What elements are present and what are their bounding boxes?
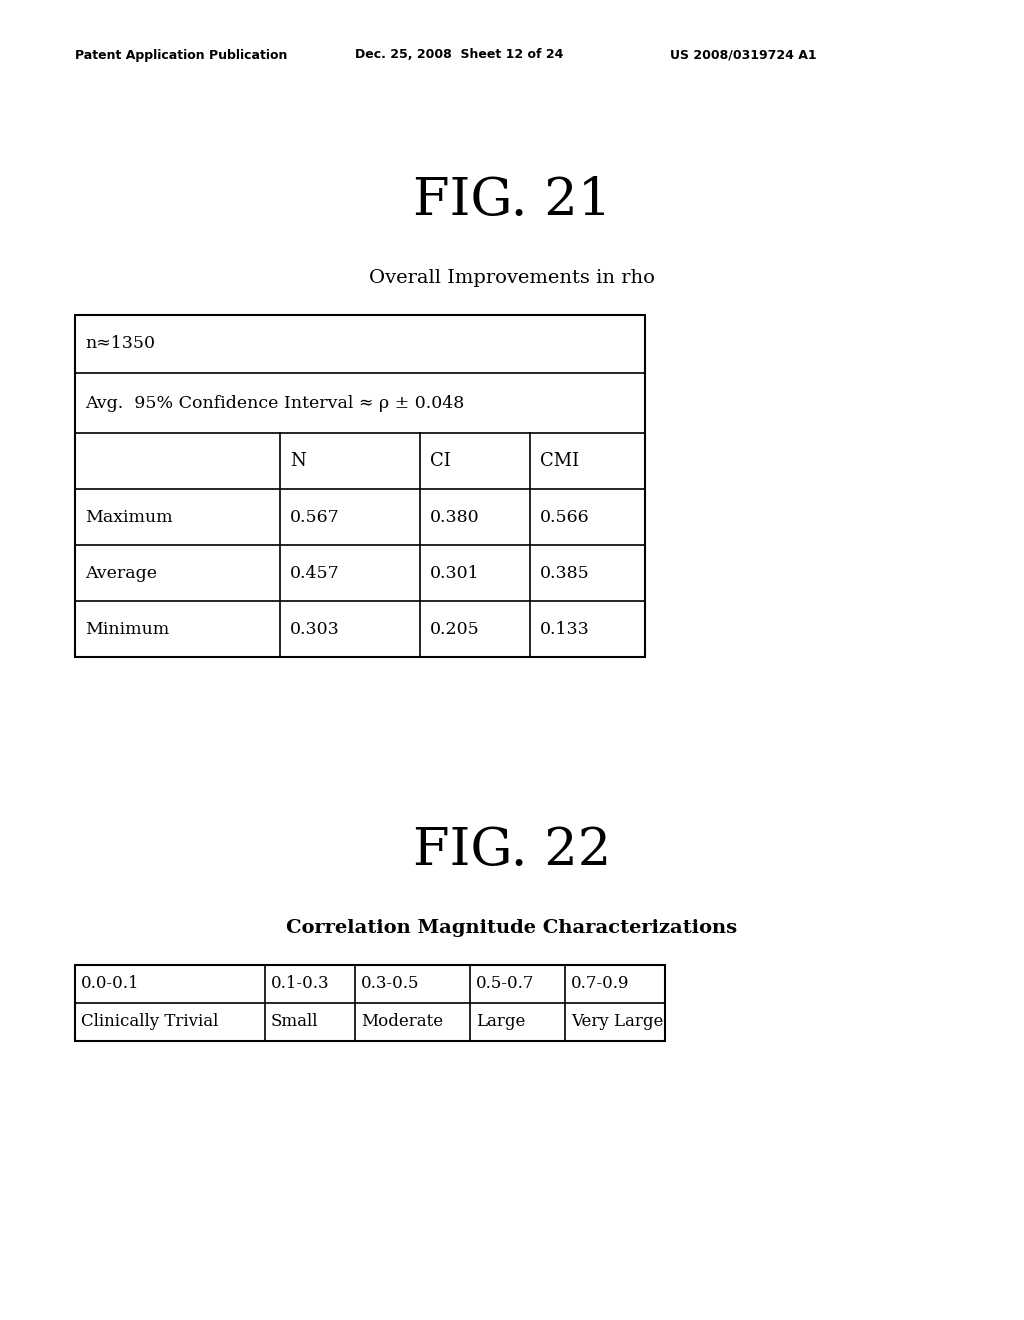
Text: 0.0-0.1: 0.0-0.1 — [81, 975, 139, 993]
Text: Avg.  95% Confidence Interval ≈ ρ ± 0.048: Avg. 95% Confidence Interval ≈ ρ ± 0.048 — [85, 395, 464, 412]
Text: Very Large: Very Large — [571, 1014, 664, 1031]
Text: 0.567: 0.567 — [290, 508, 340, 525]
Text: US 2008/0319724 A1: US 2008/0319724 A1 — [670, 49, 816, 62]
Bar — [75, 315, 645, 657]
Text: 0.133: 0.133 — [540, 620, 590, 638]
Text: FIG. 21: FIG. 21 — [413, 174, 611, 226]
Text: Moderate: Moderate — [361, 1014, 443, 1031]
Text: 0.205: 0.205 — [430, 620, 480, 638]
Bar — [75, 965, 665, 1041]
Text: 0.566: 0.566 — [540, 508, 590, 525]
Text: Minimum: Minimum — [85, 620, 169, 638]
Text: 0.457: 0.457 — [290, 565, 340, 582]
Text: 0.1-0.3: 0.1-0.3 — [271, 975, 330, 993]
Text: N: N — [290, 451, 306, 470]
Text: 0.380: 0.380 — [430, 508, 479, 525]
Text: 0.3-0.5: 0.3-0.5 — [361, 975, 420, 993]
Text: Overall Improvements in rho: Overall Improvements in rho — [369, 269, 655, 286]
Text: Maximum: Maximum — [85, 508, 173, 525]
Text: CI: CI — [430, 451, 451, 470]
Text: Dec. 25, 2008  Sheet 12 of 24: Dec. 25, 2008 Sheet 12 of 24 — [355, 49, 563, 62]
Text: Correlation Magnitude Characterizations: Correlation Magnitude Characterizations — [287, 919, 737, 937]
Text: Patent Application Publication: Patent Application Publication — [75, 49, 288, 62]
Text: 0.5-0.7: 0.5-0.7 — [476, 975, 535, 993]
Text: 0.385: 0.385 — [540, 565, 590, 582]
Text: Average: Average — [85, 565, 157, 582]
Text: 0.301: 0.301 — [430, 565, 479, 582]
Text: n≈1350: n≈1350 — [85, 335, 155, 352]
Text: CMI: CMI — [540, 451, 580, 470]
Text: Large: Large — [476, 1014, 525, 1031]
Text: 0.303: 0.303 — [290, 620, 340, 638]
Text: Clinically Trivial: Clinically Trivial — [81, 1014, 218, 1031]
Text: 0.7-0.9: 0.7-0.9 — [571, 975, 630, 993]
Text: FIG. 22: FIG. 22 — [413, 825, 611, 875]
Text: Small: Small — [271, 1014, 318, 1031]
